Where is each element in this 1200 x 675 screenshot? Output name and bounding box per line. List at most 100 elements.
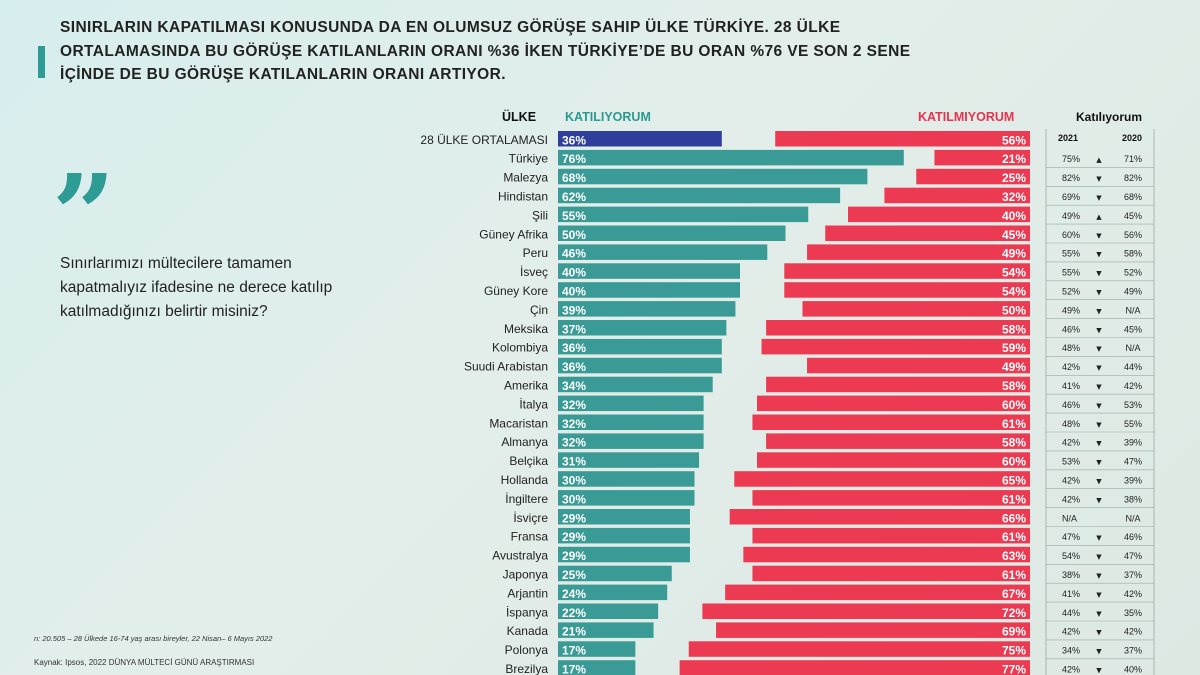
- trend-2020-value: 53%: [1124, 400, 1142, 410]
- disagree-value-label: 61%: [1002, 530, 1026, 544]
- country-label: Meksika: [504, 322, 548, 336]
- disagree-value-label: 61%: [1002, 492, 1026, 506]
- country-label: Almanya: [501, 435, 548, 449]
- country-label: Malezya: [503, 171, 548, 185]
- agree-bar: [558, 622, 654, 638]
- disagree-bar: [825, 225, 1030, 241]
- trend-2021-value: 75%: [1062, 154, 1080, 164]
- trend-2021-value: 42%: [1062, 475, 1080, 485]
- agree-bar: [558, 395, 704, 412]
- trend-2020-value: 52%: [1124, 268, 1142, 278]
- disagree-bar: [725, 584, 1030, 601]
- agree-bar: [558, 149, 904, 166]
- trend-2021-value: 42%: [1062, 627, 1080, 637]
- agree-bar: [558, 131, 722, 147]
- agree-bar: [558, 168, 868, 185]
- trend-2021-value: 41%: [1062, 589, 1080, 599]
- agree-value-label: 46%: [562, 247, 586, 261]
- agree-value-label: 34%: [562, 379, 586, 393]
- agree-bar: [558, 546, 690, 563]
- agree-value-label: 32%: [562, 398, 586, 412]
- trend-down-icon: ▼: [1096, 629, 1102, 637]
- agree-bar: [558, 206, 809, 223]
- agree-bar: [558, 301, 736, 317]
- trend-2020-value: 35%: [1124, 608, 1142, 618]
- trend-2021-value: 46%: [1062, 400, 1080, 410]
- trend-2021-value: 34%: [1062, 646, 1080, 656]
- agree-value-label: 32%: [562, 436, 586, 450]
- country-label: İspanya: [506, 605, 548, 619]
- disagree-bar: [807, 357, 1030, 374]
- source-note: Kaynak: Ipsos, 2022 DÜNYA MÜLTECİ GÜNÜ A…: [34, 658, 255, 667]
- headline-line-3: İÇİNDE DE BU GÖRÜŞE KATILANLARIN ORANI A…: [60, 66, 506, 83]
- trend-down-icon: ▼: [1096, 175, 1102, 183]
- agree-bar: [558, 244, 768, 260]
- trend-2021-value: 42%: [1062, 438, 1080, 448]
- trend-2021-value: 52%: [1062, 286, 1080, 296]
- agree-value-label: 29%: [562, 549, 586, 563]
- trend-2020-value: 40%: [1124, 664, 1142, 674]
- agree-value-label: 29%: [562, 511, 586, 525]
- trend-2020-value: N/A: [1125, 343, 1140, 353]
- trend-2020-value: 39%: [1124, 438, 1142, 448]
- trend-2020-value: 47%: [1124, 457, 1142, 467]
- headline-accent-bar: [38, 46, 45, 78]
- trend-2020-value: 39%: [1124, 475, 1142, 485]
- disagree-value-label: 58%: [1002, 379, 1026, 393]
- trend-2020-value: 82%: [1124, 173, 1142, 183]
- disagree-bar: [752, 565, 1030, 582]
- trend-up-icon: ▲: [1096, 156, 1102, 164]
- disagree-value-label: 58%: [1002, 322, 1026, 336]
- trend-down-icon: ▼: [1096, 194, 1102, 202]
- trend-2020-value: 46%: [1124, 532, 1142, 542]
- disagree-bar: [752, 490, 1030, 506]
- agree-value-label: 36%: [562, 360, 586, 374]
- country-label: Amerika: [504, 378, 548, 392]
- country-label: İsveç: [520, 265, 548, 279]
- disagree-value-label: 54%: [1002, 266, 1026, 280]
- agree-bar: [558, 527, 690, 544]
- trend-2020-value: 71%: [1124, 154, 1142, 164]
- country-label: Güney Kore: [484, 284, 548, 298]
- agree-value-label: 17%: [562, 644, 586, 658]
- trend-down-icon: ▼: [1096, 364, 1102, 372]
- trend-2021-value: 42%: [1062, 362, 1080, 372]
- headline-line-2: ORTALAMASINDA BU GÖRÜŞE KATILANLARIN ORA…: [60, 42, 911, 60]
- trend-2020-value: 37%: [1124, 646, 1142, 656]
- disagree-bar: [934, 149, 1030, 166]
- trend-2020-value: 38%: [1124, 494, 1142, 504]
- trend-down-icon: ▼: [1096, 232, 1102, 240]
- disagree-bar: [766, 433, 1030, 449]
- country-label: Fransa: [511, 530, 549, 544]
- header-country: ÜLKE: [502, 110, 537, 124]
- disagree-value-label: 49%: [1002, 360, 1026, 374]
- trend-2020-value: 42%: [1124, 381, 1142, 391]
- footnote: n: 20.505 – 28 Ülkede 16-74 yaş arası bi…: [34, 634, 273, 643]
- agree-bar: [558, 338, 722, 355]
- country-label: Belçika: [509, 454, 548, 468]
- trend-down-icon: ▼: [1096, 534, 1102, 542]
- disagree-value-label: 21%: [1002, 152, 1026, 166]
- country-label: Suudi Arabistan: [464, 360, 548, 374]
- disagree-value-label: 67%: [1002, 587, 1026, 601]
- agree-value-label: 62%: [562, 190, 586, 204]
- agree-bar: [558, 452, 700, 468]
- trend-down-icon: ▼: [1096, 591, 1102, 599]
- disagree-bar: [761, 338, 1030, 355]
- agree-value-label: 30%: [562, 473, 586, 487]
- disagree-bar: [752, 527, 1030, 544]
- country-label: İtalya: [519, 397, 548, 411]
- agree-bar: [558, 641, 636, 657]
- country-label: Kanada: [507, 624, 549, 638]
- trend-down-icon: ▼: [1096, 496, 1102, 504]
- agree-value-label: 29%: [562, 530, 586, 544]
- country-label: Macaristan: [489, 416, 548, 430]
- disagree-value-label: 63%: [1002, 549, 1026, 563]
- country-label: İngiltere: [505, 492, 548, 506]
- disagree-value-label: 77%: [1002, 662, 1026, 675]
- disagree-bar: [757, 452, 1030, 468]
- trend-2020-value: 45%: [1124, 324, 1142, 334]
- agree-value-label: 36%: [562, 133, 586, 147]
- disagree-bar: [752, 414, 1030, 430]
- trend-2021-value: 47%: [1062, 532, 1080, 542]
